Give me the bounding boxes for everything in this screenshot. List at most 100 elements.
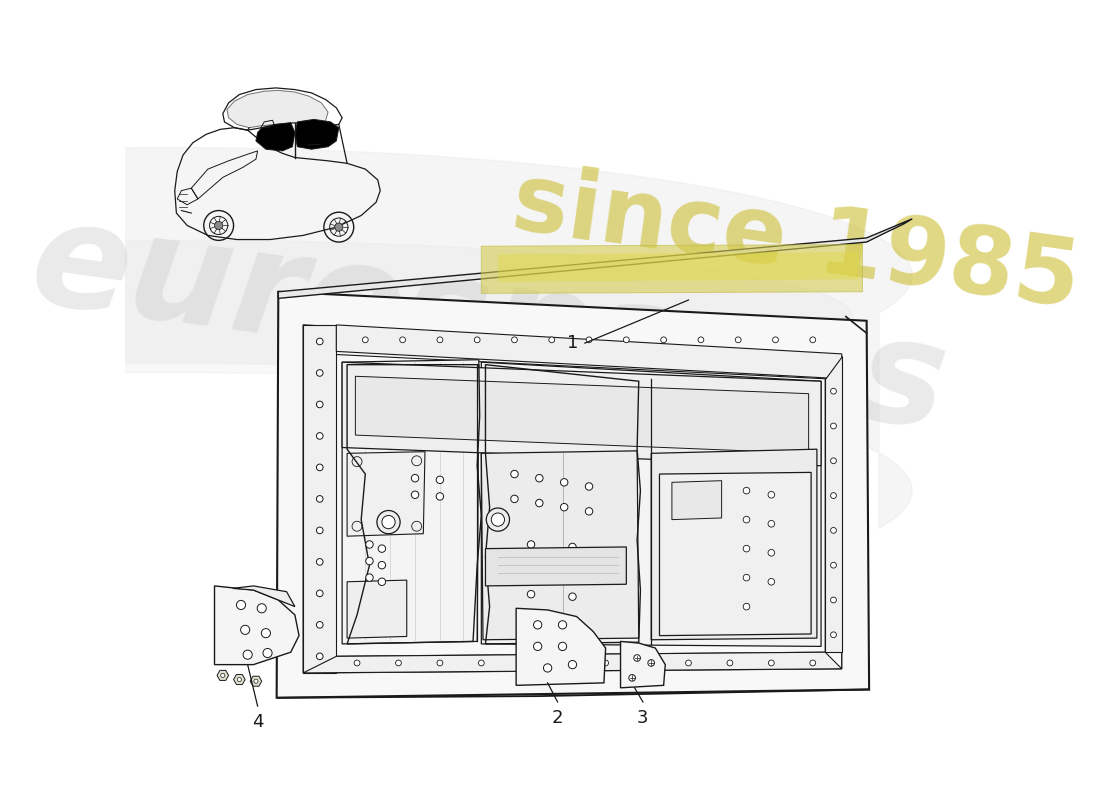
- Circle shape: [317, 401, 323, 408]
- Circle shape: [377, 510, 400, 534]
- Circle shape: [317, 370, 323, 376]
- Polygon shape: [660, 472, 811, 636]
- Circle shape: [396, 660, 402, 666]
- Circle shape: [830, 527, 836, 534]
- Circle shape: [354, 660, 360, 666]
- Circle shape: [744, 487, 750, 494]
- Circle shape: [561, 503, 568, 511]
- Polygon shape: [348, 452, 425, 536]
- Circle shape: [768, 578, 774, 585]
- Circle shape: [744, 546, 750, 552]
- Polygon shape: [620, 642, 666, 688]
- Circle shape: [536, 474, 543, 482]
- Circle shape: [365, 558, 373, 565]
- Circle shape: [624, 337, 629, 342]
- Circle shape: [317, 527, 323, 534]
- Polygon shape: [227, 90, 328, 128]
- Circle shape: [437, 337, 443, 342]
- Circle shape: [559, 642, 566, 650]
- Polygon shape: [342, 360, 478, 644]
- Circle shape: [437, 476, 443, 483]
- Circle shape: [365, 574, 373, 582]
- Polygon shape: [342, 362, 821, 466]
- Circle shape: [382, 515, 395, 529]
- Text: 3: 3: [637, 709, 649, 726]
- Circle shape: [365, 541, 373, 548]
- Circle shape: [317, 433, 323, 439]
- Polygon shape: [482, 245, 862, 294]
- Polygon shape: [348, 580, 407, 638]
- Circle shape: [478, 660, 484, 666]
- Circle shape: [698, 337, 704, 342]
- Circle shape: [378, 578, 386, 586]
- Circle shape: [214, 222, 223, 230]
- Polygon shape: [217, 670, 229, 681]
- Circle shape: [685, 660, 692, 666]
- Circle shape: [317, 653, 323, 660]
- Circle shape: [257, 604, 266, 613]
- Circle shape: [772, 337, 779, 342]
- Circle shape: [263, 649, 272, 658]
- Circle shape: [236, 601, 245, 610]
- Circle shape: [661, 337, 667, 342]
- Circle shape: [527, 590, 535, 598]
- Circle shape: [727, 660, 733, 666]
- Polygon shape: [337, 325, 842, 378]
- Text: since 1985: since 1985: [507, 157, 1086, 327]
- Polygon shape: [672, 481, 722, 520]
- Circle shape: [492, 513, 505, 526]
- Polygon shape: [485, 547, 626, 586]
- Circle shape: [534, 642, 542, 650]
- Circle shape: [512, 337, 517, 342]
- Circle shape: [561, 478, 568, 486]
- Circle shape: [317, 464, 323, 470]
- Circle shape: [536, 499, 543, 506]
- Circle shape: [437, 660, 443, 666]
- Polygon shape: [482, 451, 639, 640]
- Circle shape: [510, 470, 518, 478]
- Circle shape: [262, 629, 271, 638]
- Circle shape: [634, 654, 640, 662]
- Circle shape: [629, 674, 636, 681]
- Circle shape: [744, 516, 750, 523]
- Polygon shape: [250, 676, 262, 686]
- Circle shape: [378, 562, 386, 569]
- Circle shape: [411, 474, 419, 482]
- Circle shape: [769, 660, 774, 666]
- Circle shape: [486, 508, 509, 531]
- Circle shape: [569, 661, 576, 669]
- Circle shape: [830, 632, 836, 638]
- Circle shape: [585, 482, 593, 490]
- Circle shape: [543, 664, 552, 672]
- Circle shape: [561, 660, 568, 666]
- Polygon shape: [498, 252, 858, 282]
- Circle shape: [474, 337, 480, 342]
- Polygon shape: [304, 325, 337, 673]
- Circle shape: [569, 543, 576, 550]
- Circle shape: [317, 338, 323, 345]
- Polygon shape: [295, 119, 339, 150]
- Circle shape: [437, 493, 443, 500]
- Circle shape: [238, 678, 241, 682]
- Circle shape: [830, 458, 836, 464]
- Circle shape: [241, 626, 250, 634]
- Polygon shape: [482, 362, 821, 646]
- Text: 2: 2: [552, 709, 563, 726]
- Circle shape: [362, 337, 369, 342]
- Circle shape: [744, 574, 750, 581]
- Circle shape: [549, 337, 554, 342]
- Circle shape: [559, 621, 566, 629]
- Circle shape: [317, 590, 323, 597]
- Polygon shape: [277, 292, 869, 698]
- Text: 4: 4: [252, 713, 263, 730]
- Circle shape: [810, 660, 816, 666]
- Circle shape: [830, 562, 836, 568]
- Circle shape: [603, 660, 608, 666]
- Circle shape: [768, 491, 774, 498]
- Circle shape: [830, 493, 836, 498]
- Polygon shape: [825, 356, 842, 652]
- Circle shape: [334, 223, 343, 231]
- Circle shape: [569, 568, 576, 575]
- Circle shape: [378, 545, 386, 552]
- Polygon shape: [304, 652, 842, 673]
